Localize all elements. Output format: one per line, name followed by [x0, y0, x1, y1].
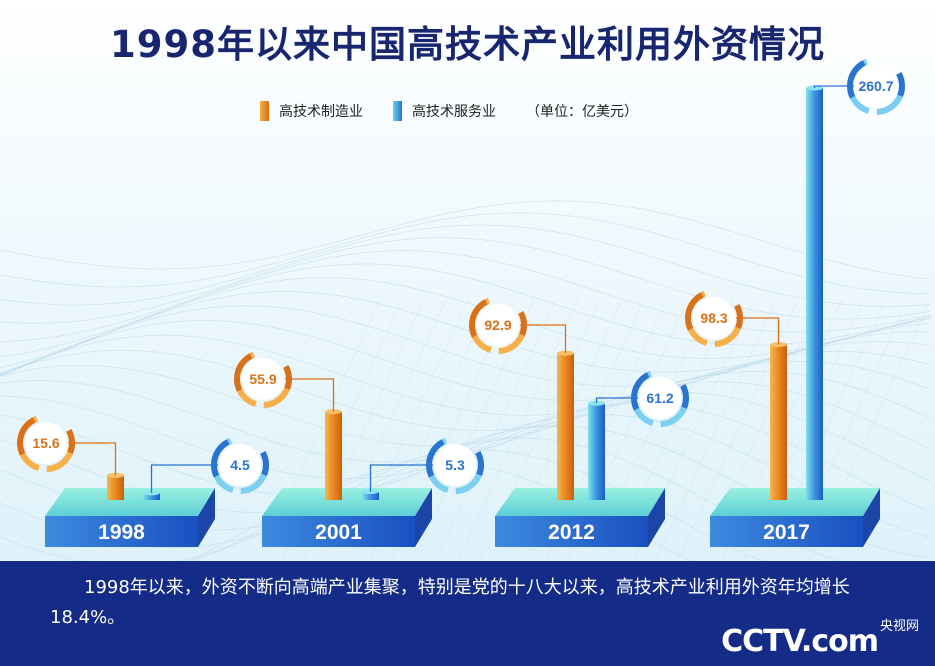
- chart-canvas: 1998 15.6 4.5 2001 55.9 5.3 2012 92.9 61.2 2017 98…: [0, 57, 931, 561]
- value-ring-center: [693, 297, 735, 339]
- data-label-manufacturing-2012: 92.9: [484, 317, 511, 333]
- legend-item-services: 高技术服务业: [393, 101, 496, 121]
- platform-side: [648, 488, 665, 547]
- mesh-line: [0, 305, 931, 387]
- mesh-line: [0, 224, 931, 307]
- platform-side: [863, 488, 880, 547]
- connector-line: [736, 317, 780, 345]
- legend-item-manufacturing: 高技术制造业: [260, 101, 363, 121]
- bar-services-1998: [143, 492, 160, 500]
- mesh-line: [0, 334, 931, 416]
- cctv-logo: CCTV.com 央视网: [721, 615, 919, 658]
- cctv-logo-wordmark: CCTV.com: [721, 624, 879, 659]
- connector-line: [595, 397, 638, 404]
- bar-manufacturing-2012: [557, 353, 574, 500]
- value-ring: [211, 436, 269, 494]
- legend-swatch-services: [393, 101, 402, 121]
- value-ring-center: [219, 444, 261, 486]
- tick-label-2001: 2001: [315, 521, 362, 544]
- connector-line: [68, 442, 117, 476]
- platform-top: [262, 488, 432, 516]
- tick-label-2012: 2012: [548, 521, 595, 544]
- data-label-services-2012: 61.2: [646, 390, 673, 406]
- data-label-manufacturing-2001: 55.9: [249, 371, 276, 387]
- value-ring-center: [639, 377, 681, 419]
- footer-banner: 1998年以来，外资不断向高端产业集聚，特别是党的十八大以来，高技术产业利用外资…: [0, 561, 935, 666]
- legend-swatch-manufacturing: [260, 101, 269, 121]
- bar-manufacturing-1998: [107, 475, 124, 500]
- legend-unit: （单位：亿美元）: [526, 101, 638, 121]
- value-ring-center: [434, 444, 476, 486]
- footer-caption: 1998年以来，外资不断向高端产业集聚，特别是党的十八大以来，高技术产业利用外资…: [50, 577, 850, 628]
- connector-line: [520, 324, 567, 354]
- data-label-services-2017: 260.7: [858, 78, 893, 94]
- value-ring: [847, 57, 905, 115]
- tick-label-1998: 1998: [98, 521, 145, 544]
- mesh-line: [0, 349, 931, 431]
- value-ring: [234, 350, 292, 408]
- legend-label-services: 高技术服务业: [412, 104, 496, 120]
- bar-services-2017: [806, 88, 823, 500]
- value-ring-center: [855, 65, 897, 107]
- mesh-line: [435, 299, 557, 561]
- cctv-logo-subtitle: 央视网: [879, 619, 919, 634]
- mesh-line: [0, 320, 931, 401]
- value-ring-center: [25, 422, 67, 464]
- mesh-line: [0, 212, 931, 294]
- bar-services-2001: [362, 491, 379, 500]
- value-ring: [17, 414, 75, 472]
- platform-front: [45, 516, 198, 547]
- legend: 高技术制造业 高技术服务业 （单位：亿美元）: [260, 98, 668, 124]
- platform-top: [710, 488, 880, 516]
- mesh-line: [0, 237, 931, 324]
- platform-side: [198, 488, 215, 547]
- data-label-services-1998: 4.5: [230, 457, 250, 473]
- connector-line: [285, 378, 335, 412]
- mesh-line: [457, 299, 579, 561]
- platform-top: [45, 488, 215, 516]
- data-label-manufacturing-1998: 15.6: [32, 435, 59, 451]
- platform-top: [495, 488, 665, 516]
- platform-front: [495, 516, 648, 547]
- value-ring: [426, 436, 484, 494]
- mesh-line: [655, 299, 777, 561]
- chart-group: 1998 15.6 4.5 2001 55.9 5.3 2012 92.9 61.2 2017 98…: [17, 57, 905, 547]
- platform-front: [262, 516, 415, 547]
- value-ring: [631, 369, 689, 427]
- platform-front: [710, 516, 863, 547]
- connector-line: [150, 464, 218, 493]
- value-ring: [469, 296, 527, 354]
- value-ring-center: [477, 304, 519, 346]
- data-label-services-2001: 5.3: [445, 457, 465, 473]
- value-ring-center: [242, 358, 284, 400]
- tick-label-2017: 2017: [763, 521, 810, 544]
- data-label-manufacturing-2017: 98.3: [700, 310, 727, 326]
- legend-label-manufacturing: 高技术制造业: [279, 104, 363, 120]
- connector-line: [369, 464, 433, 492]
- page-title: 1998年以来中国高技术产业利用外资情况: [110, 23, 825, 66]
- bar-services-2012: [588, 403, 605, 500]
- platform-side: [415, 488, 432, 547]
- legend-unit-label: （单位：亿美元）: [526, 104, 638, 120]
- mesh-line: [0, 250, 931, 342]
- connector-line: [813, 85, 854, 88]
- mesh-line: [0, 200, 931, 280]
- mesh-line: [0, 360, 931, 447]
- value-ring: [685, 289, 743, 347]
- bar-manufacturing-2017: [770, 344, 787, 500]
- bar-manufacturing-2001: [325, 411, 342, 500]
